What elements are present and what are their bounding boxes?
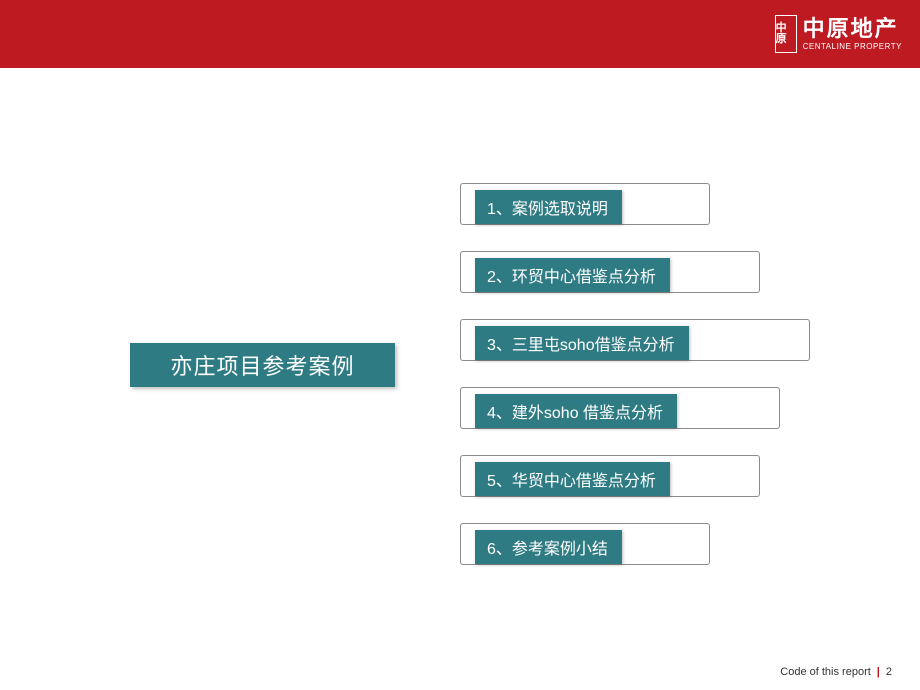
- toc-item: 1、案例选取说明: [460, 183, 840, 225]
- toc-item: 6、参考案例小结: [460, 523, 840, 565]
- header-bar: 中原 中原地产 CENTALINE PROPERTY: [0, 0, 920, 68]
- footer: Code of this report | 2: [780, 666, 892, 678]
- logo-mark-icon: 中原: [775, 15, 797, 53]
- toc-label: 1、案例选取说明: [475, 190, 622, 224]
- footer-separator-icon: |: [877, 666, 880, 678]
- toc-label: 2、环贸中心借鉴点分析: [475, 258, 670, 292]
- toc-label: 3、三里屯soho借鉴点分析: [475, 326, 689, 360]
- toc-frame: 6、参考案例小结: [460, 523, 710, 565]
- slide-content: 亦庄项目参考案例 1、案例选取说明 2、环贸中心借鉴点分析 3、三里屯soho借…: [0, 68, 920, 690]
- toc-frame: 2、环贸中心借鉴点分析: [460, 251, 760, 293]
- logo-text: 中原地产 CENTALINE PROPERTY: [803, 17, 902, 50]
- logo-cn-text: 中原地产: [803, 17, 902, 41]
- toc-frame: 1、案例选取说明: [460, 183, 710, 225]
- main-title: 亦庄项目参考案例: [130, 343, 395, 387]
- brand-logo: 中原 中原地产 CENTALINE PROPERTY: [775, 15, 902, 53]
- toc-item: 4、建外soho 借鉴点分析: [460, 387, 840, 429]
- toc-item: 2、环贸中心借鉴点分析: [460, 251, 840, 293]
- toc-list: 1、案例选取说明 2、环贸中心借鉴点分析 3、三里屯soho借鉴点分析 4、建外…: [460, 183, 840, 591]
- footer-text: Code of this report: [780, 666, 871, 678]
- main-title-text: 亦庄项目参考案例: [170, 349, 354, 381]
- toc-frame: 5、华贸中心借鉴点分析: [460, 455, 760, 497]
- toc-label: 5、华贸中心借鉴点分析: [475, 462, 670, 496]
- logo-en-text: CENTALINE PROPERTY: [803, 42, 902, 51]
- logo-mark-text: 中原: [776, 23, 796, 45]
- toc-label: 4、建外soho 借鉴点分析: [475, 394, 677, 428]
- toc-frame: 3、三里屯soho借鉴点分析: [460, 319, 810, 361]
- toc-label: 6、参考案例小结: [475, 530, 622, 564]
- toc-item: 5、华贸中心借鉴点分析: [460, 455, 840, 497]
- toc-item: 3、三里屯soho借鉴点分析: [460, 319, 840, 361]
- toc-frame: 4、建外soho 借鉴点分析: [460, 387, 780, 429]
- page-number: 2: [886, 666, 892, 678]
